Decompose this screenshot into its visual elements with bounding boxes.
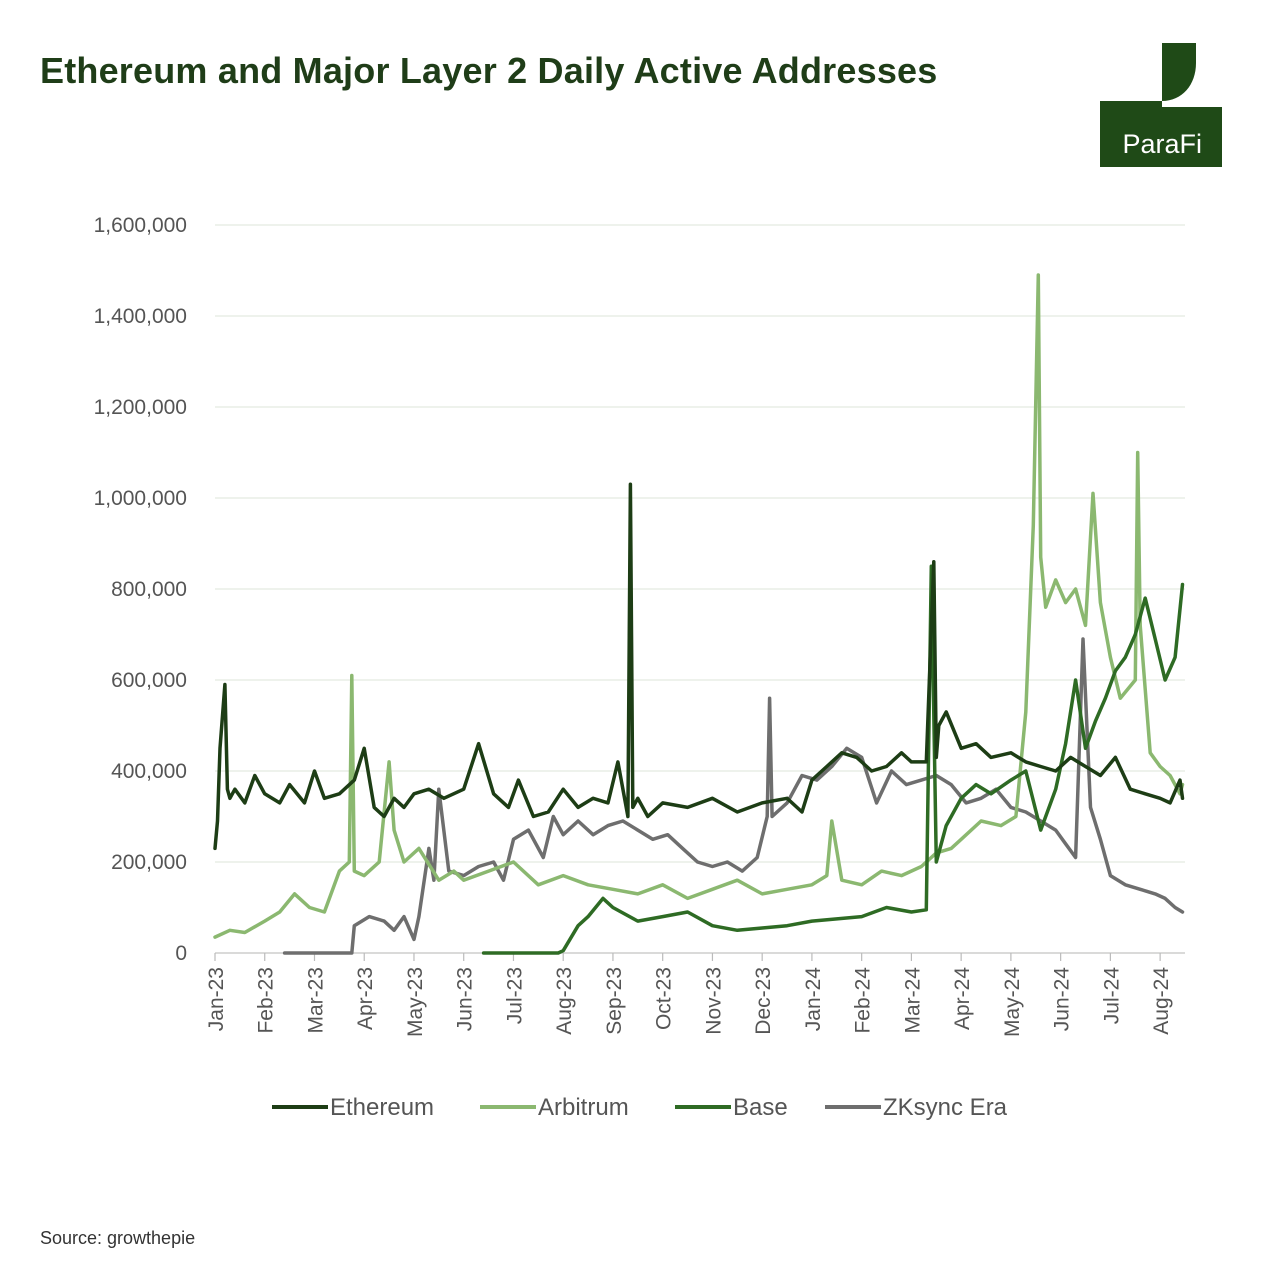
x-tick-label: Aug-23 (553, 967, 576, 1035)
series-lines (213, 273, 1185, 955)
parafi-logo: ParaFi (1100, 43, 1222, 167)
series-line-arbitrum (213, 273, 1185, 939)
x-tick-label: Sep-23 (603, 967, 626, 1035)
legend: Ethereum Arbitrum Base ZKsync Era (272, 1094, 1008, 1121)
y-axis-ticks: 0 200,000 400,000 600,000 800,000 1,000,000 1,… (94, 214, 187, 965)
x-tick-label: Mar-23 (304, 967, 327, 1034)
x-tick-label: Nov-23 (702, 967, 725, 1035)
x-tick-label: Jan-24 (802, 967, 825, 1032)
y-tick-label: 1,000,000 (94, 487, 187, 510)
y-tick-label: 1,200,000 (94, 396, 187, 419)
y-tick-label: 400,000 (111, 760, 187, 783)
series-line-ethereum (213, 482, 1185, 851)
x-tick-label: Apr-23 (354, 967, 377, 1030)
legend-label: ZKsync Era (883, 1094, 1008, 1121)
y-tick-label: 800,000 (111, 578, 187, 601)
y-tick-label: 1,600,000 (94, 214, 187, 237)
source-note: Source: growthepie (40, 1228, 196, 1248)
x-tick-label: Mar-24 (901, 967, 924, 1034)
x-tick-label: Aug-24 (1150, 967, 1173, 1035)
x-tick-label: May-23 (404, 967, 427, 1037)
x-tick-label: Apr-24 (951, 967, 974, 1030)
x-tick-label: Jun-23 (454, 967, 477, 1031)
series-line-zksync-era (282, 637, 1185, 955)
legend-label: Arbitrum (538, 1094, 629, 1121)
legend-label: Ethereum (330, 1094, 434, 1121)
x-tick-label: Jul-23 (503, 967, 526, 1024)
x-tick-label: Feb-24 (852, 967, 875, 1034)
chart-title: Ethereum and Major Layer 2 Daily Active … (40, 50, 938, 91)
x-tick-label: Jun-24 (1051, 967, 1074, 1032)
y-tick-label: 200,000 (111, 851, 187, 874)
x-tick-label: Dec-23 (752, 967, 775, 1035)
x-axis: Jan-23 Feb-23 Mar-23 Apr-23 May-23 Jun-23 Jul-… (205, 952, 1185, 1037)
x-tick-label: May-24 (1001, 967, 1024, 1037)
x-tick-label: Jul-24 (1100, 967, 1123, 1025)
y-tick-label: 0 (175, 942, 187, 965)
x-tick-label: Jan-23 (205, 967, 228, 1031)
y-tick-label: 600,000 (111, 669, 187, 692)
logo-text: ParaFi (1122, 129, 1202, 159)
y-tick-label: 1,400,000 (94, 305, 187, 328)
legend-label: Base (733, 1094, 788, 1121)
line-chart: 0 200,000 400,000 600,000 800,000 1,000,000 1,… (94, 214, 1185, 1121)
x-tick-label: Oct-23 (653, 967, 676, 1030)
x-tick-label: Feb-23 (255, 967, 278, 1034)
logo-mark (1100, 43, 1222, 107)
